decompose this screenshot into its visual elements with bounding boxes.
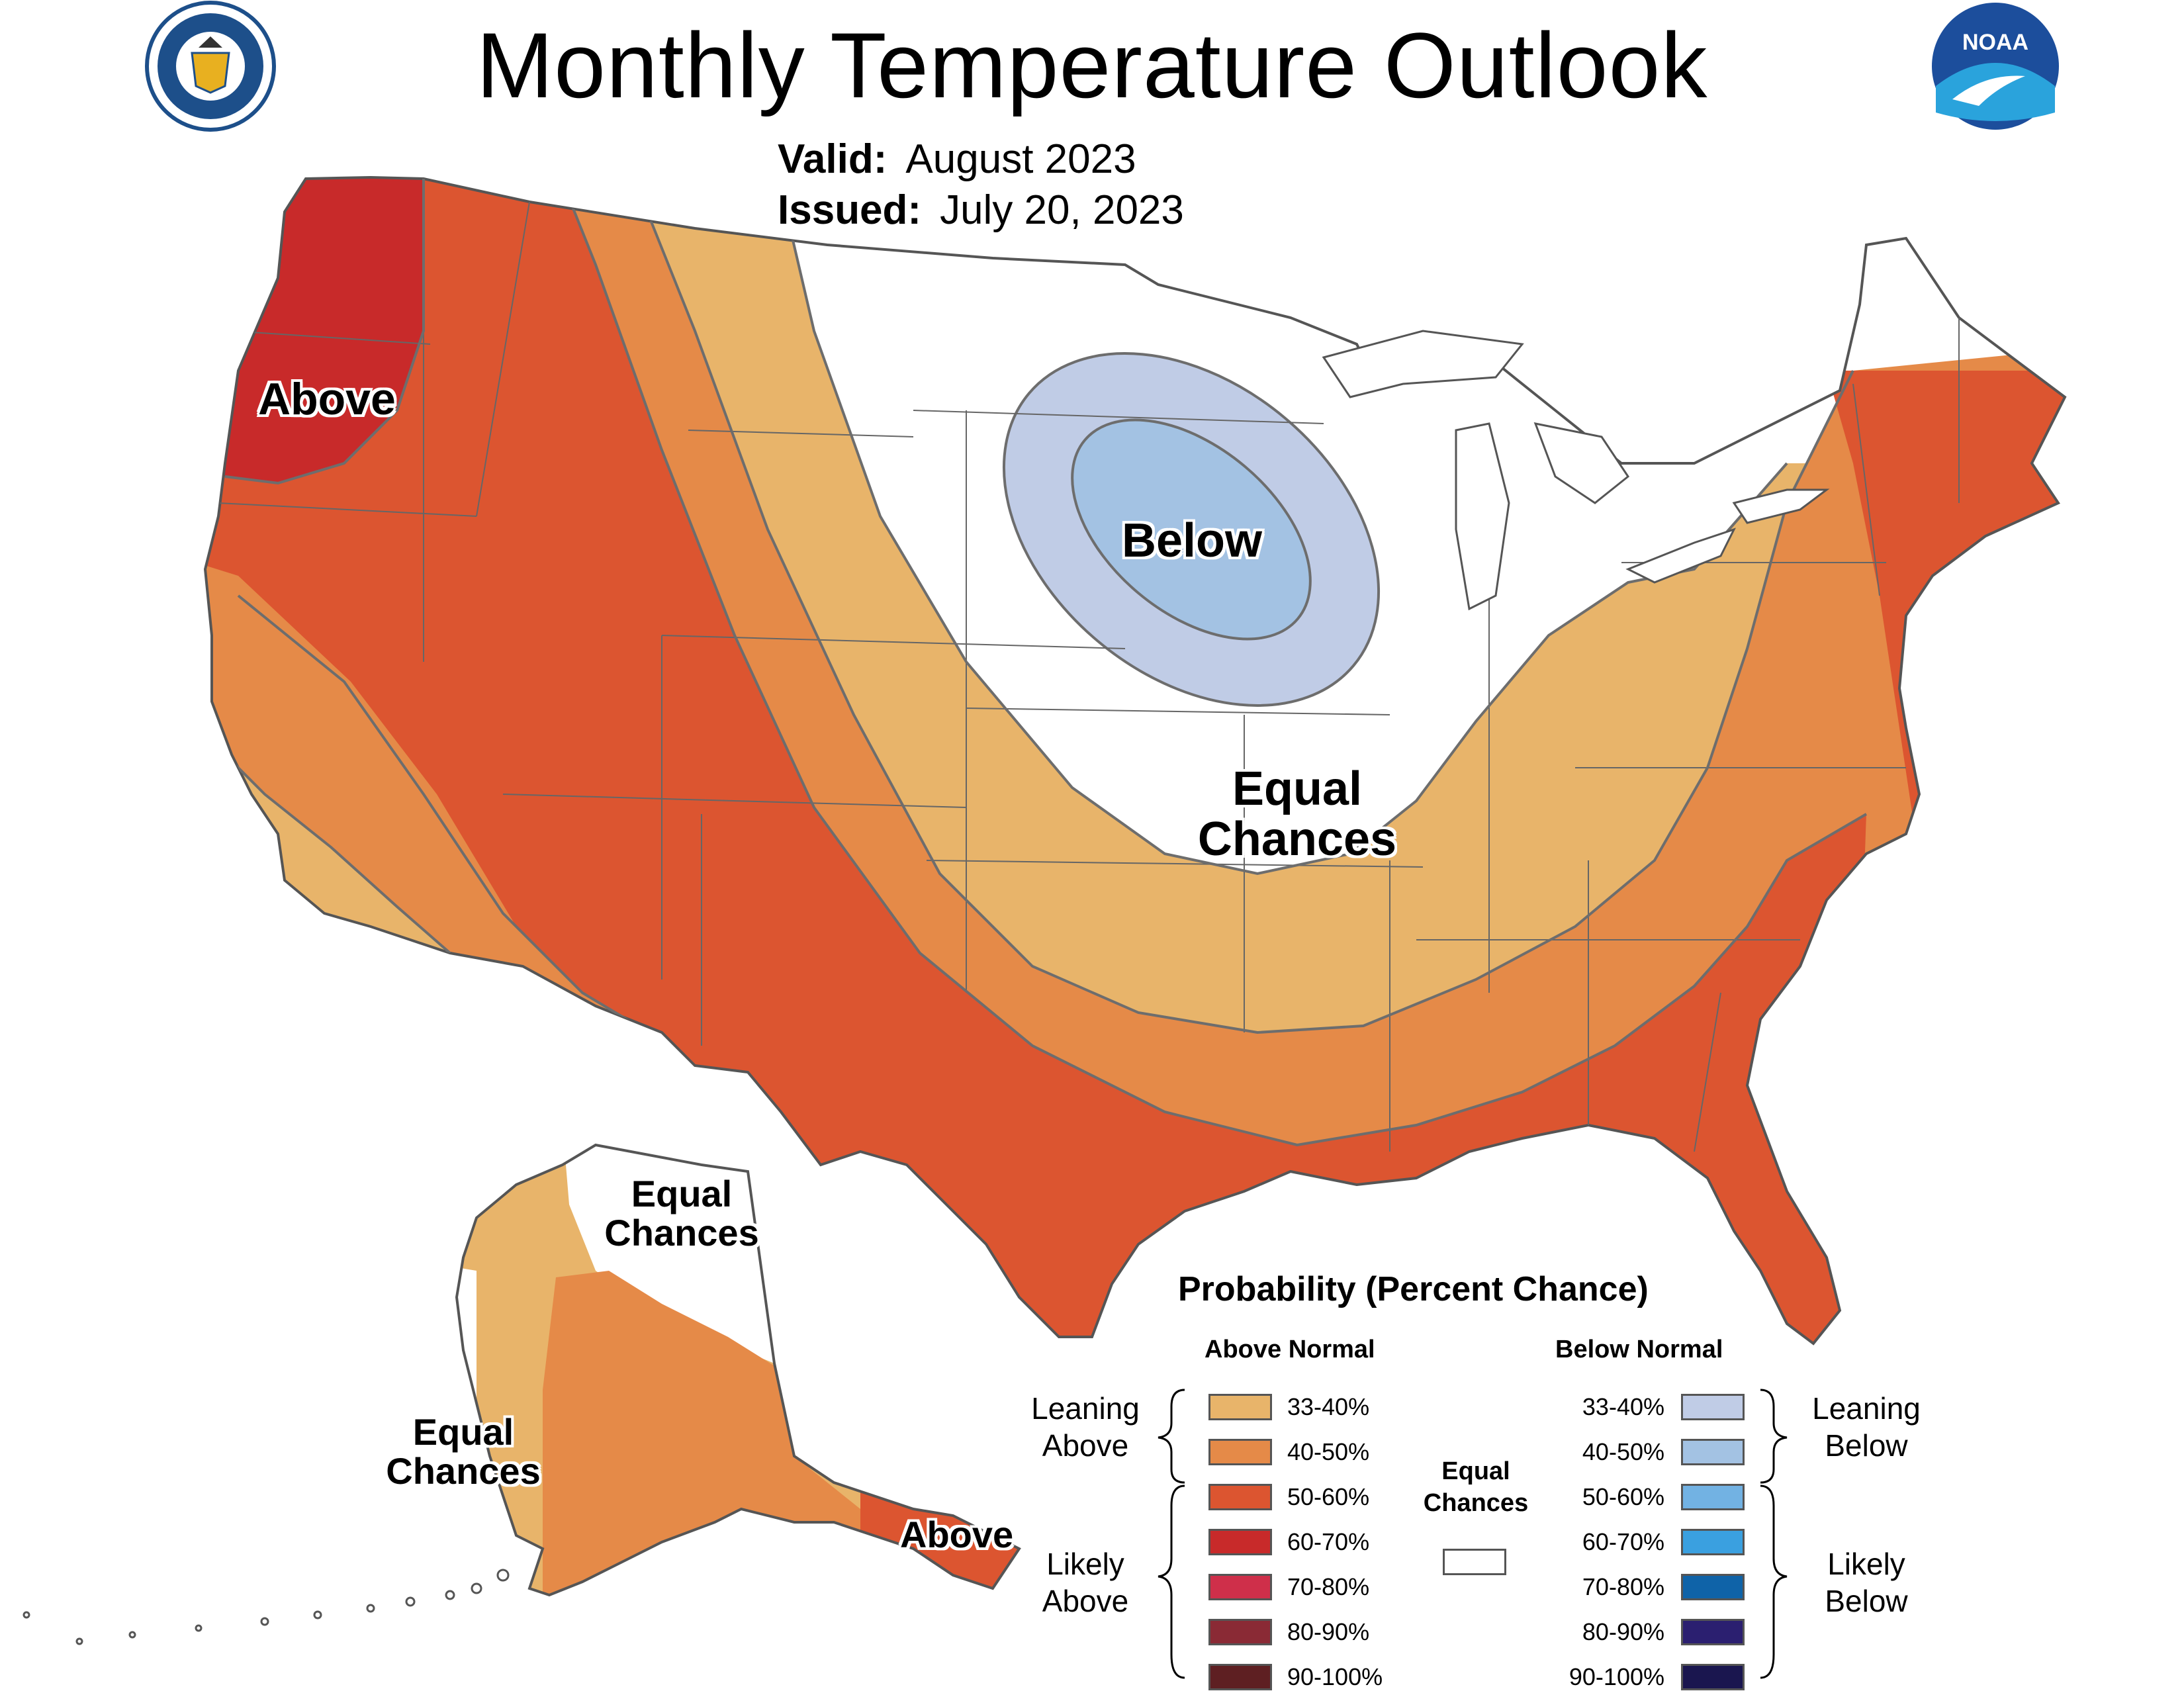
equal-chances-line1: Equal [1441, 1457, 1510, 1485]
great-lakes [1322, 330, 1830, 611]
region-label-conus-equal-line1: Equal [1232, 762, 1363, 815]
region-label-conus-equal-line2: Chances [1197, 812, 1397, 866]
issued-line: Issued: July 20, 2023 [778, 187, 1184, 234]
likely-below-line2: Below [1825, 1584, 1908, 1619]
legend-above-item-label: 70-80% [1287, 1573, 1370, 1600]
legend-below-item-label: 50-60% [1582, 1483, 1664, 1510]
legend-below-item-label: 70-80% [1582, 1573, 1664, 1600]
legend-above-item-swatch [1208, 1619, 1272, 1645]
region-label-ak-above: Above [900, 1514, 1014, 1555]
region-label-ak-equal-west-line1: Equal [412, 1411, 514, 1453]
legend-above-item-swatch [1208, 1484, 1272, 1510]
legend-above-item-label: 50-60% [1287, 1483, 1370, 1510]
region-label-ak-equal-chances-west: Equal Chances [371, 1411, 556, 1492]
legend-likely-below-label: Likely Below [1800, 1545, 1933, 1620]
leaning-below-line1: Leaning [1812, 1391, 1921, 1426]
issued-label: Issued: [778, 187, 922, 233]
legend-above-item-swatch [1208, 1664, 1272, 1690]
legend-below-item-label: 90-100% [1569, 1663, 1664, 1690]
legend-below-item-swatch [1681, 1574, 1745, 1600]
department-of-commerce-seal [145, 1, 276, 132]
band-contours [205, 177, 1868, 1147]
legend-above-item-label: 33-40% [1287, 1393, 1370, 1420]
legend-equal-chances-swatch [1443, 1549, 1506, 1575]
legend-leaning-below-label: Leaning Below [1800, 1390, 1933, 1464]
legend-above-item-swatch [1208, 1529, 1272, 1555]
legend-below-item-swatch [1681, 1529, 1745, 1555]
region-label-ak-equal-west-line2: Chances [386, 1449, 541, 1492]
legend-below-item-label: 80-90% [1582, 1618, 1664, 1645]
legend-below-item-label: 40-50% [1582, 1438, 1664, 1465]
noaa-logo: NOAA [1932, 3, 2059, 130]
legend-below-item-swatch [1681, 1484, 1745, 1510]
legend-title: Probability (Percent Chance) [1178, 1270, 1649, 1308]
likely-above-line1: Likely [1046, 1547, 1124, 1581]
legend-above-item-label: 60-70% [1287, 1528, 1370, 1555]
region-label-conus-above: Above [258, 374, 396, 424]
leaning-above-line2: Above [1042, 1428, 1129, 1463]
legend-below-item-swatch [1681, 1394, 1745, 1420]
svg-text:NOAA: NOAA [1962, 30, 2028, 55]
likely-below-line1: Likely [1827, 1547, 1905, 1581]
valid-line: Valid: August 2023 [778, 136, 1136, 183]
band-below-40-50 [1071, 418, 1312, 641]
legend-brackets [1158, 1389, 1788, 1679]
legend-likely-above-label: Likely Above [1019, 1545, 1152, 1620]
legend-above-item-label: 90-100% [1287, 1663, 1383, 1690]
legend-above-item-swatch [1208, 1394, 1272, 1420]
equal-chances-line2: Chances [1423, 1488, 1529, 1517]
issued-value: July 20, 2023 [940, 187, 1184, 233]
legend-below-item-swatch [1681, 1664, 1745, 1690]
region-label-conus-below: Below [1122, 514, 1263, 567]
aleutian-islands [23, 1569, 510, 1645]
legend-leaning-above-label: Leaning Above [1019, 1390, 1152, 1464]
leaning-above-line1: Leaning [1031, 1391, 1140, 1426]
legend-below-item-label: 60-70% [1582, 1528, 1664, 1555]
legend-below-normal-header: Below Normal [1555, 1336, 1723, 1363]
likely-above-line2: Above [1042, 1584, 1129, 1619]
legend-equal-chances-label: Equal Chances [1410, 1456, 1542, 1519]
band-above-60-70-northwest [205, 177, 424, 483]
legend-above-item-label: 80-90% [1287, 1618, 1370, 1645]
state-boundaries [218, 179, 1960, 1152]
region-label-ak-equal-north-line2: Chances [604, 1211, 759, 1254]
legend-below-item-swatch [1681, 1619, 1745, 1645]
legend-above-normal-header: Above Normal [1205, 1336, 1375, 1363]
valid-label: Valid: [778, 136, 887, 182]
legend-below-item-swatch [1681, 1439, 1745, 1465]
alaska-equal-chances-north [563, 1145, 774, 1363]
legend-above-item-swatch [1208, 1439, 1272, 1465]
region-label-conus-equal-chances: Equal Chances [1165, 764, 1430, 864]
leaning-below-line2: Below [1825, 1428, 1908, 1463]
legend-above-item-swatch [1208, 1574, 1272, 1600]
region-label-ak-equal-chances-north: Equal Chances [582, 1173, 781, 1254]
legend-below-item-label: 33-40% [1582, 1393, 1664, 1420]
region-label-ak-equal-north-line1: Equal [631, 1173, 733, 1214]
valid-value: August 2023 [905, 136, 1136, 182]
legend-above-item-label: 40-50% [1287, 1438, 1370, 1465]
page-title: Monthly Temperature Outlook [476, 13, 1708, 117]
